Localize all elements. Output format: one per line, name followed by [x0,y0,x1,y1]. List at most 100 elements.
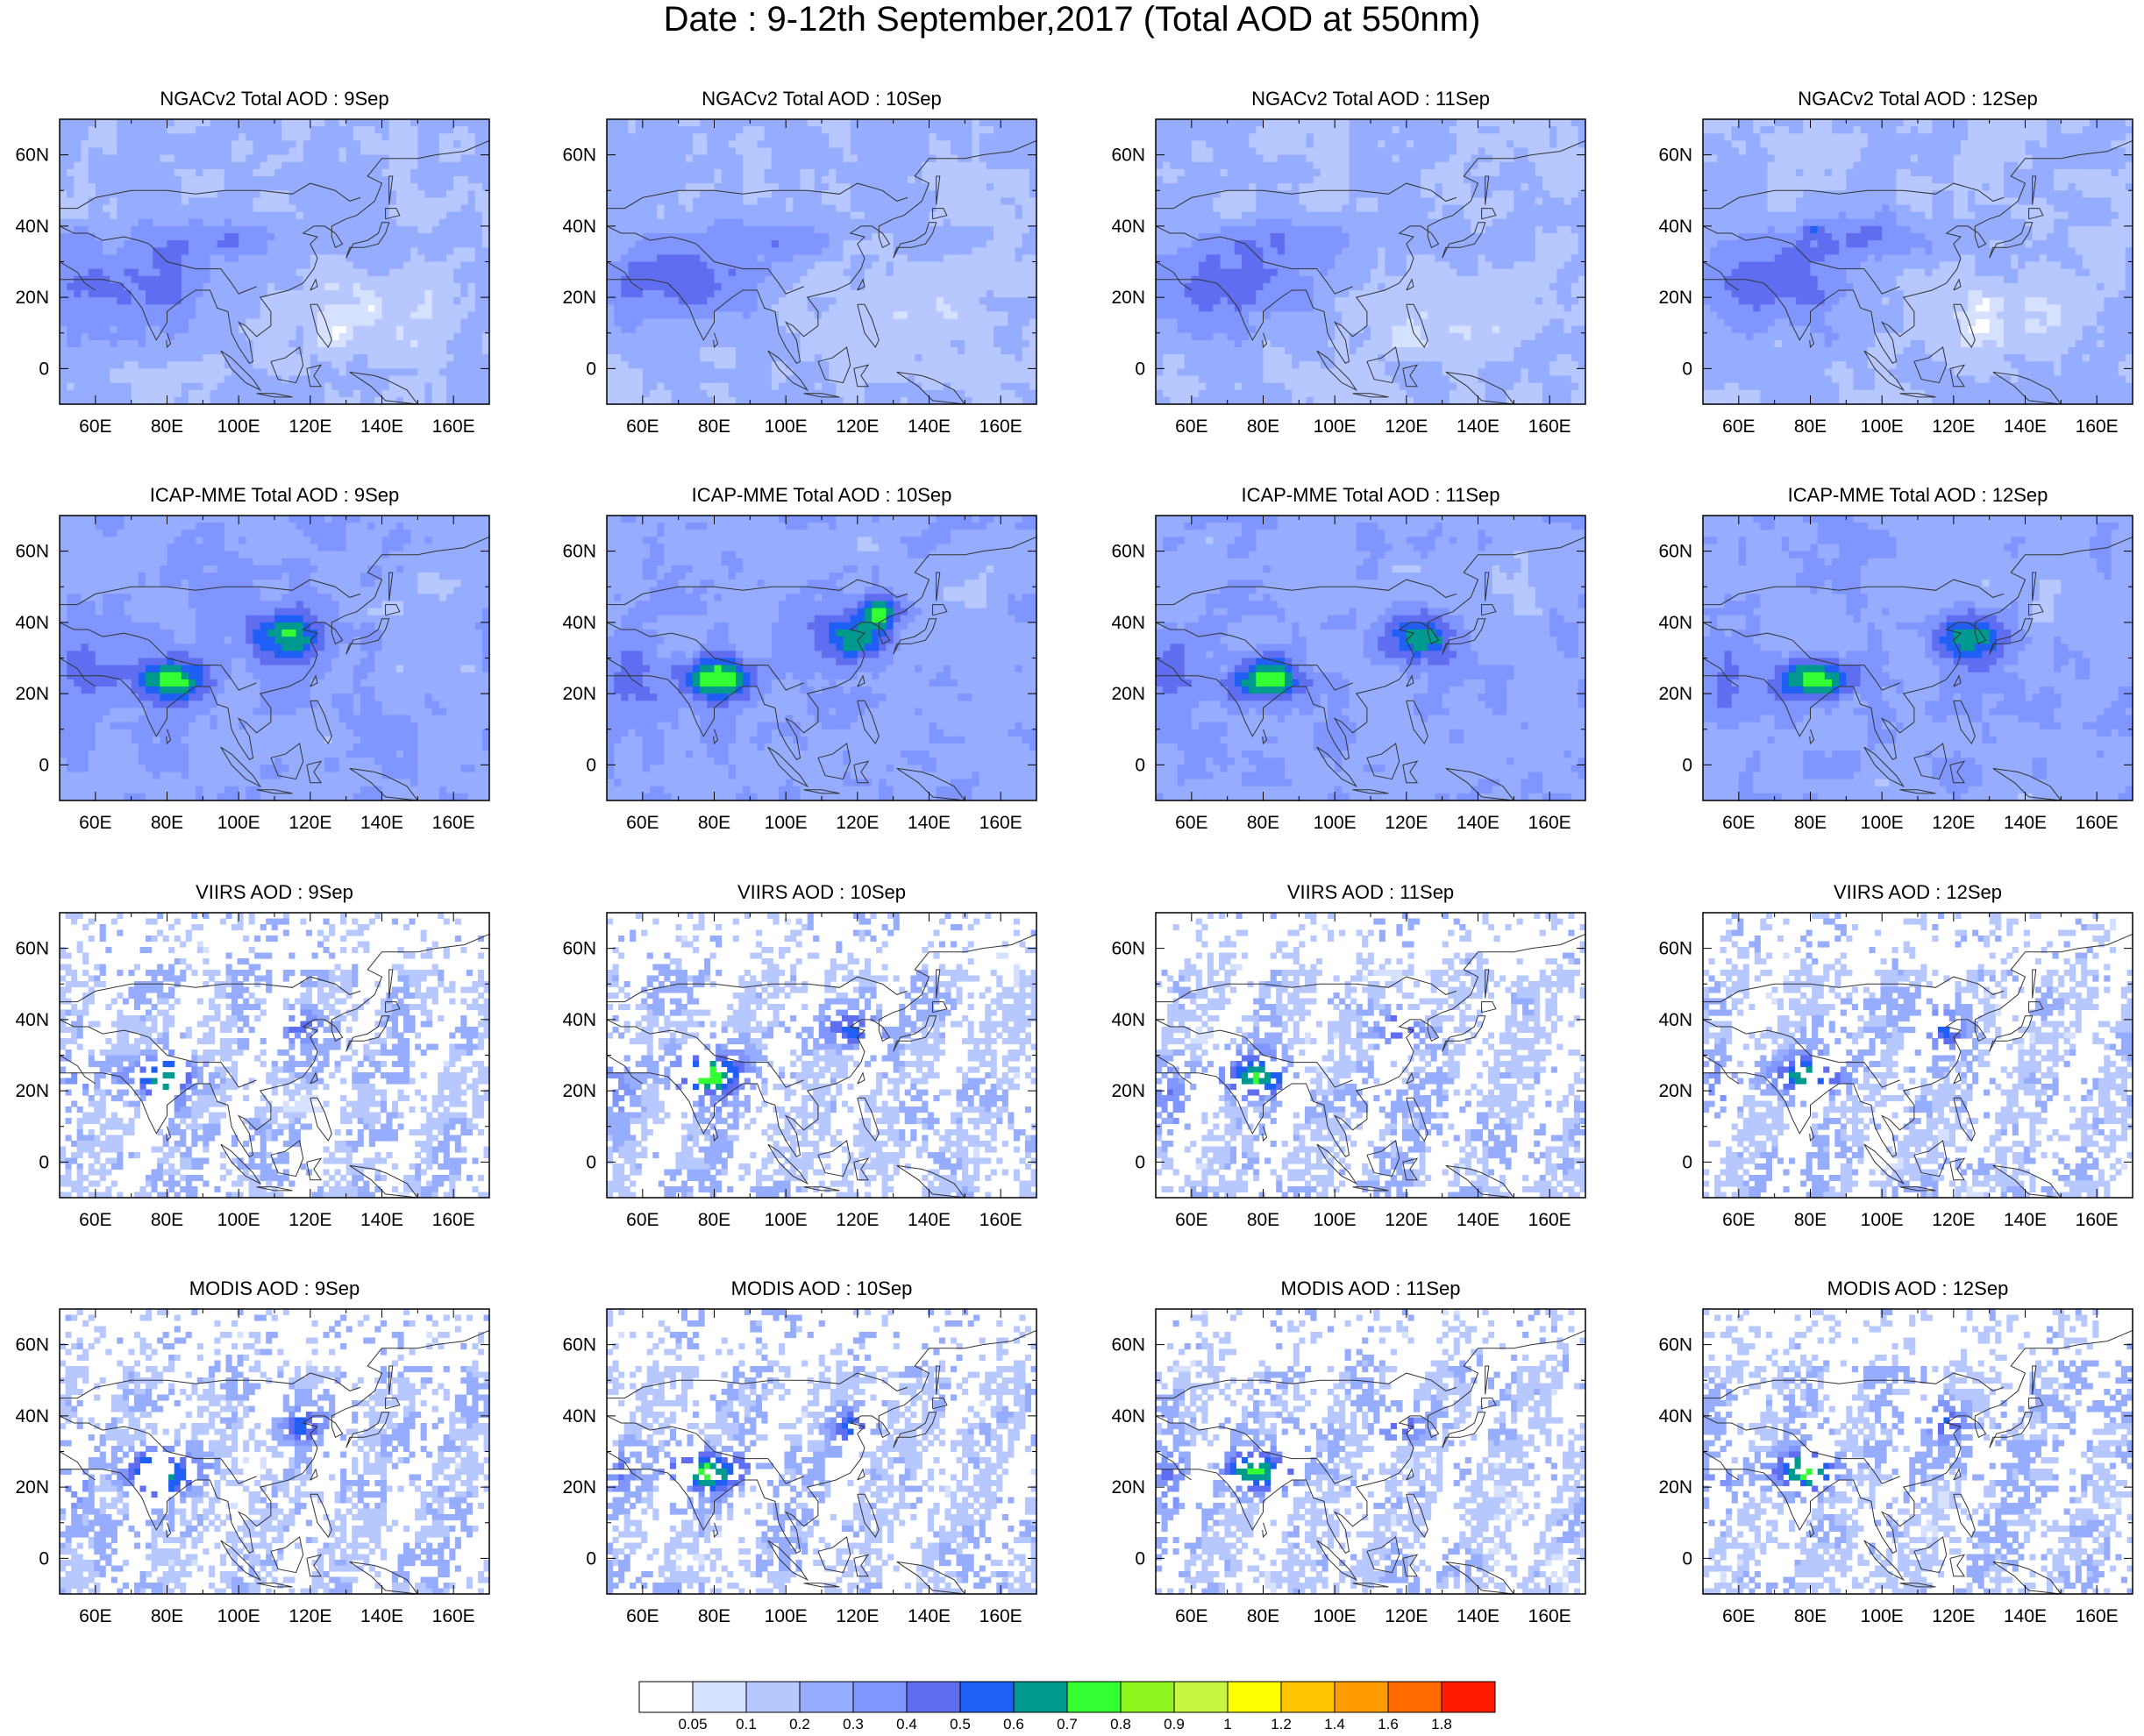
lat-tick-label: 60N [562,146,596,166]
lon-tick-label: 120E [1385,1210,1428,1230]
lon-tick-label: 60E [1722,813,1755,833]
lat-tick-label: 20N [15,1081,49,1101]
lon-tick-label: 100E [217,813,260,833]
aod-field [60,119,489,404]
panel-title: VIIRS AOD : 12Sep [1834,881,2002,903]
colorbar-label: 0.6 [1003,1716,1024,1732]
lat-tick-label: 0 [586,1152,596,1172]
axis-ticks: 60E 80E 100E 120E 140E 160E 60N 40N 20N 0 [15,515,490,833]
lat-tick-label: 0 [1135,1548,1145,1569]
aod-field [1703,913,2133,1198]
lon-tick-label: 140E [2004,813,2047,833]
map-panel-icap-mme-day-1: ICAP-MME Total AOD : 9Sep 60E 80E 100E 120E 1… [15,484,490,833]
map-panel-ngacv2-day-3: NGACv2 Total AOD : 11Sep 60E 80E 100E 120E 14… [1111,88,1586,437]
map-panel-icap-mme-day-4: ICAP-MME Total AOD : 12Sep 60E 80E 100E 120E… [1658,484,2133,833]
panel-title: MODIS AOD : 9Sep [189,1277,360,1299]
lon-tick-label: 80E [151,1606,183,1626]
colorbar-label: 1.2 [1271,1716,1292,1732]
lon-tick-label: 80E [1794,813,1827,833]
coastlines [60,536,489,800]
lon-tick-label: 60E [79,1210,111,1230]
colorbar-swatch [692,1681,747,1713]
lat-tick-label: 0 [39,359,49,379]
lon-tick-label: 100E [765,1210,808,1230]
colorbar-label: 0.3 [843,1716,864,1732]
lon-tick-label: 160E [979,1606,1022,1626]
aod-field [607,1309,1036,1594]
colorbar-swatch [745,1681,801,1713]
colorbar-label: 0.8 [1110,1716,1131,1732]
colorbar-label: 1.6 [1378,1716,1399,1732]
lat-tick-label: 60N [1111,146,1145,166]
aod-colorbar: 0.05 0.1 0.2 0.3 0.4 0.5 0.6 0.7 0.8 0.9 1 1.2 1.4 1.… [638,1681,1496,1732]
colorbar-swatch [1387,1681,1442,1713]
lon-tick-label: 140E [360,1210,403,1230]
colorbar-swatch [1066,1681,1122,1713]
lat-tick-label: 60N [15,1335,49,1355]
lon-tick-label: 140E [360,813,403,833]
axis-ticks: 60E 80E 100E 120E 140E 160E 60N 40N 20N 0 [1111,515,1586,833]
lon-tick-label: 60E [1175,1606,1207,1626]
lat-tick-label: 40N [1111,1406,1145,1427]
lon-tick-label: 120E [288,416,331,437]
colorbar-label: 1 [1223,1716,1231,1732]
lon-tick-label: 100E [1861,813,1904,833]
aod-field [60,1309,489,1594]
lon-tick-label: 100E [765,416,808,437]
coastlines [60,1329,489,1594]
panel-title: VIIRS AOD : 11Sep [1287,881,1454,903]
panel-title: MODIS AOD : 11Sep [1280,1277,1460,1299]
lat-tick-label: 60N [562,542,596,562]
lon-tick-label: 160E [432,813,475,833]
colorbar-swatch [799,1681,854,1713]
lat-tick-label: 0 [1135,755,1145,775]
lat-tick-label: 40N [15,217,49,237]
lat-tick-label: 20N [15,1477,49,1498]
lon-tick-label: 120E [836,813,879,833]
lon-tick-label: 60E [626,1210,659,1230]
lon-tick-label: 160E [979,416,1022,437]
lon-tick-label: 140E [1457,813,1499,833]
lon-tick-label: 80E [698,1210,730,1230]
lat-tick-label: 20N [1111,288,1145,308]
axis-ticks: 60E 80E 100E 120E 140E 160E 60N 40N 20N 0 [1658,515,2133,833]
lon-tick-label: 60E [1175,1210,1207,1230]
lon-tick-label: 160E [432,416,475,437]
lon-tick-label: 140E [908,1210,951,1230]
lat-tick-label: 20N [562,1081,596,1101]
coastlines [607,139,1036,404]
lat-tick-label: 20N [1111,1477,1145,1498]
lat-tick-label: 40N [15,1406,49,1427]
lat-tick-label: 0 [586,359,596,379]
panel-title: NGACv2 Total AOD : 10Sep [702,88,942,110]
lat-tick-label: 0 [1682,1548,1692,1569]
lat-tick-label: 60N [1111,939,1145,959]
lat-tick-label: 60N [1658,939,1692,959]
lat-tick-label: 20N [562,1477,596,1498]
lon-tick-label: 140E [1457,416,1499,437]
aod-field [1703,119,2133,404]
lon-tick-label: 140E [360,416,403,437]
lon-tick-label: 100E [1314,813,1357,833]
lat-tick-label: 40N [15,1010,49,1030]
colorbar-swatch [1227,1681,1282,1713]
colorbar-swatch [906,1681,961,1713]
lon-tick-label: 100E [765,1606,808,1626]
lat-tick-label: 20N [1111,684,1145,704]
colorbar-swatch [1173,1681,1229,1713]
panel-title: NGACv2 Total AOD : 11Sep [1251,88,1490,110]
lon-tick-label: 60E [79,416,111,437]
panel-title: VIIRS AOD : 10Sep [737,881,906,903]
lat-tick-label: 40N [562,217,596,237]
lon-tick-label: 120E [288,813,331,833]
lat-tick-label: 40N [562,1010,596,1030]
lon-tick-label: 140E [1457,1606,1499,1626]
aod-field [1156,1309,1585,1594]
axis-ticks: 60E 80E 100E 120E 140E 160E 60N 40N 20N 0 [562,912,1037,1230]
lat-tick-label: 20N [562,288,596,308]
coastlines [1703,536,2133,800]
lat-tick-label: 40N [1111,1010,1145,1030]
